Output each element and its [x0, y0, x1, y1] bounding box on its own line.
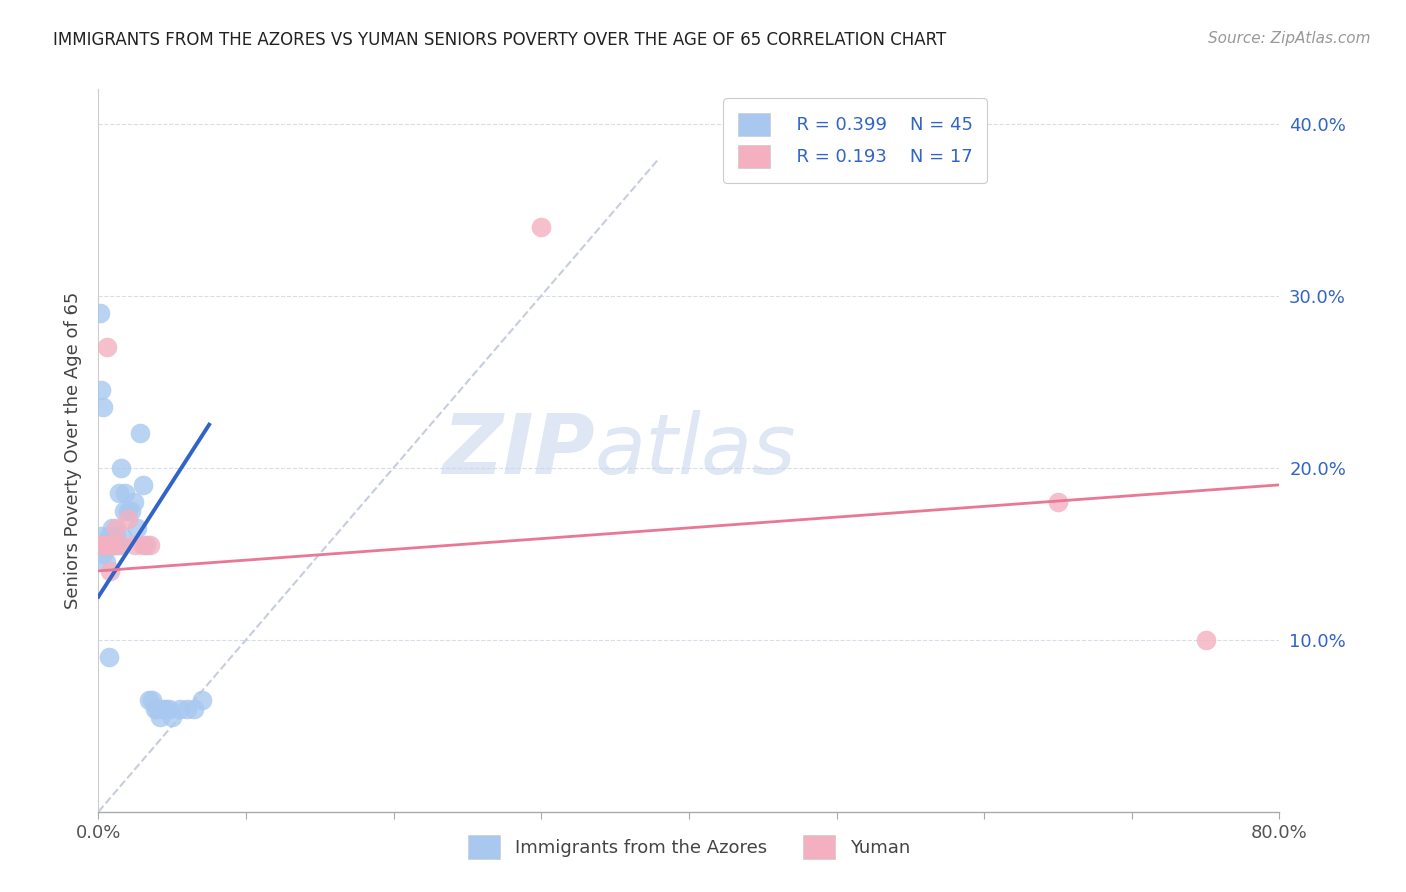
Point: [132, 478, 155, 492]
Point: [105, 529, 128, 543]
Point: [155, 701, 177, 715]
Point: [169, 701, 191, 715]
Point: [103, 538, 125, 552]
Point: [96, 340, 118, 354]
Point: [114, 486, 136, 500]
Point: [94, 538, 117, 552]
Point: [98, 564, 121, 578]
Point: [1046, 495, 1070, 509]
Point: [162, 710, 183, 724]
Point: [1195, 632, 1218, 647]
Point: [146, 701, 169, 715]
Point: [100, 521, 122, 535]
Point: [103, 538, 125, 552]
Point: [97, 649, 120, 664]
Point: [90, 384, 112, 398]
Point: [143, 701, 166, 715]
Point: [97, 529, 120, 543]
Point: [94, 538, 117, 552]
Point: [152, 701, 174, 715]
Point: [141, 693, 163, 707]
Point: [176, 701, 198, 715]
Point: [110, 538, 132, 552]
Legend: Immigrants from the Azores, Yuman: Immigrants from the Azores, Yuman: [458, 827, 920, 868]
Point: [94, 555, 117, 569]
Point: [139, 538, 162, 552]
Point: [110, 460, 132, 475]
Point: [96, 538, 118, 552]
Point: [138, 693, 160, 707]
Point: [93, 538, 115, 552]
Point: [108, 486, 131, 500]
Point: [105, 521, 128, 535]
Point: [111, 529, 134, 543]
Point: [120, 503, 142, 517]
Y-axis label: Seniors Poverty Over the Age of 65: Seniors Poverty Over the Age of 65: [63, 292, 82, 609]
Point: [117, 503, 139, 517]
Point: [93, 538, 115, 552]
Point: [98, 538, 121, 552]
Point: [104, 538, 127, 552]
Text: ZIP: ZIP: [441, 410, 595, 491]
Point: [91, 547, 114, 561]
Point: [125, 521, 148, 535]
Point: [117, 512, 139, 526]
Point: [122, 495, 145, 509]
Point: [157, 701, 180, 715]
Point: [90, 529, 112, 543]
Text: Source: ZipAtlas.com: Source: ZipAtlas.com: [1208, 31, 1371, 46]
Text: IMMIGRANTS FROM THE AZORES VS YUMAN SENIORS POVERTY OVER THE AGE OF 65 CORRELATI: IMMIGRANTS FROM THE AZORES VS YUMAN SENI…: [53, 31, 946, 49]
Point: [530, 219, 553, 234]
Point: [90, 538, 112, 552]
Point: [191, 693, 214, 707]
Text: atlas: atlas: [595, 410, 796, 491]
Point: [89, 538, 111, 552]
Point: [97, 538, 120, 552]
Point: [183, 701, 205, 715]
Point: [124, 538, 146, 552]
Point: [96, 538, 118, 552]
Point: [91, 401, 114, 415]
Point: [89, 306, 111, 320]
Point: [135, 538, 157, 552]
Point: [100, 538, 122, 552]
Point: [112, 503, 135, 517]
Point: [128, 426, 150, 441]
Point: [91, 538, 114, 552]
Point: [149, 710, 172, 724]
Point: [107, 538, 129, 552]
Point: [132, 538, 155, 552]
